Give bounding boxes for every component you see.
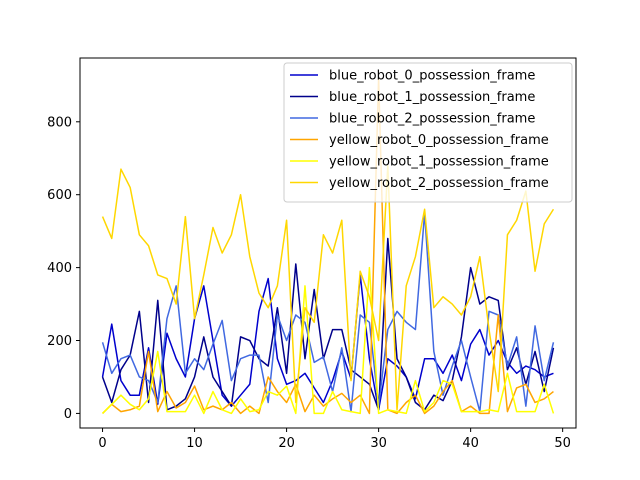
x-tick-label: 30 [370,436,387,451]
series-line-yellow-robot-1-possession-frame [102,266,555,415]
plot-area [101,77,555,415]
y-tick-label: 800 [47,115,72,130]
series-line-yellow-robot-2-possession-frame [101,164,555,411]
series-line-blue-robot-2-possession-frame [101,212,555,413]
series-line-blue-robot-1-possession-frame [101,237,555,411]
axes-frame [79,57,577,429]
y-tick-label: 600 [47,188,72,203]
x-tick-label: 20 [278,436,295,451]
legend-label: yellow_robot_0_possession_frame [329,133,549,148]
y-tick-label: 0 [64,407,72,422]
x-tick-label: 10 [186,436,203,451]
legend-label: blue_robot_2_possession_frame [329,112,535,127]
series-line-blue-robot-0-possession-frame [101,274,554,411]
x-tick-label: 40 [462,436,479,451]
legend: blue_robot_0_possession_frame blue_robot_… [283,62,573,203]
y-axis: 0 200 400 600 800 [47,115,80,422]
x-tick-label: 50 [554,436,571,451]
legend-label: blue_robot_1_possession_frame [329,90,535,105]
x-tick-label: 0 [98,436,106,451]
x-axis: 0 10 20 30 40 50 [98,428,571,451]
legend-label: yellow_robot_2_possession_frame [329,176,549,191]
y-tick-label: 200 [47,334,72,349]
y-tick-label: 400 [47,261,72,276]
legend-box [283,62,573,203]
legend-label: yellow_robot_1_possession_frame [329,155,549,170]
legend-label: blue_robot_0_possession_frame [329,69,535,84]
